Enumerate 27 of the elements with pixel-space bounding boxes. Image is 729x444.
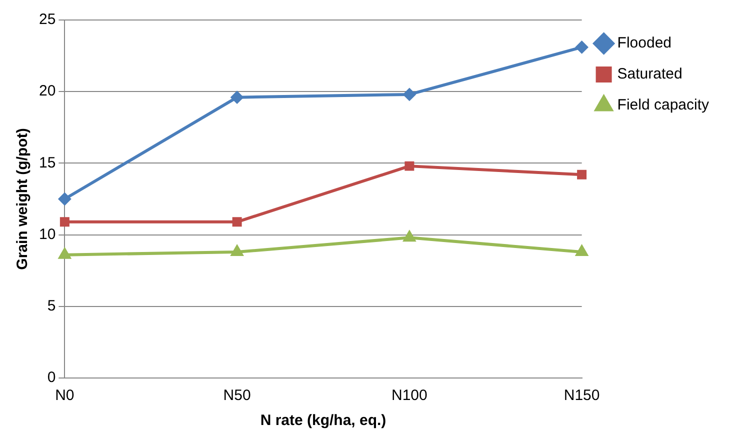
point (58, 247, 72, 259)
y-tick-label: 10 (38, 226, 56, 243)
legend-label: Saturated (617, 66, 682, 83)
y-tick-label: 25 (38, 11, 56, 28)
x-tick-label: N100 (391, 387, 428, 404)
x-tick-label: N50 (223, 387, 251, 404)
point (230, 90, 244, 104)
point (577, 170, 587, 180)
y-tick-label: 20 (38, 82, 56, 100)
legend-label: Field capacity (617, 96, 710, 114)
point (60, 217, 70, 227)
y-tick-label: 0 (47, 369, 56, 386)
point (402, 88, 416, 101)
point (230, 244, 244, 256)
y-axis-title: Grain weight (g/pot) (14, 128, 32, 270)
point (575, 244, 588, 256)
x-tick-label: N0 (55, 387, 74, 404)
x-tick-label: N150 (564, 387, 600, 404)
x-axis-title: N rate (kg/ha, eq.) (260, 412, 386, 430)
point (402, 230, 416, 242)
point (575, 40, 588, 54)
legend-label: Flooded (617, 34, 672, 52)
point (58, 192, 72, 206)
y-tick-label: 5 (47, 298, 56, 315)
point (232, 217, 242, 227)
point (404, 161, 414, 171)
y-tick-label: 15 (38, 154, 56, 172)
